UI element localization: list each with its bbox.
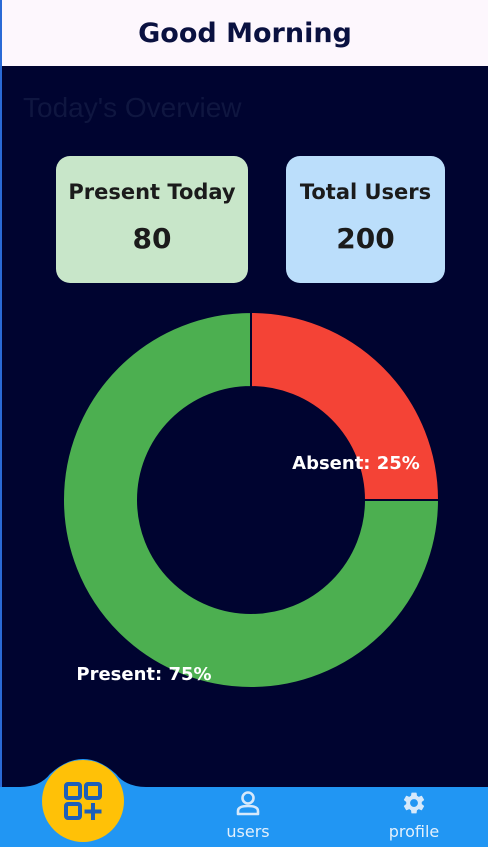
nav-item-profile[interactable]: profile — [383, 790, 445, 841]
page-title: Good Morning — [138, 17, 352, 49]
gear-icon — [403, 792, 425, 814]
present-today-card: Present Today 80 — [56, 156, 248, 283]
overview-heading: Today's Overview — [23, 92, 242, 123]
donut-slice-absent — [250, 310, 441, 501]
qr-add-icon — [64, 782, 102, 820]
total-users-card: Total Users 200 — [286, 156, 445, 283]
total-users-value: 200 — [336, 222, 395, 255]
total-users-label: Total Users — [299, 180, 432, 204]
donut-label-present: Present: 75% — [76, 664, 211, 685]
present-today-label: Present Today — [68, 180, 236, 204]
present-today-value: 80 — [132, 222, 172, 255]
user-icon — [236, 791, 260, 816]
nav-label-profile: profile — [388, 822, 440, 841]
app-bar: Good Morning — [0, 0, 488, 66]
donut-svg: Absent: 25% Present: 75% — [62, 310, 441, 689]
nav-label-users: users — [226, 822, 270, 841]
nav-item-users[interactable]: users — [218, 790, 278, 841]
donut-slice-present — [62, 310, 441, 689]
main-content: Today's Overview Present Today 80 Total … — [0, 66, 488, 787]
donut-label-absent: Absent: 25% — [292, 453, 420, 474]
attendance-donut-chart: Absent: 25% Present: 75% — [2, 306, 488, 696]
scan-fab-button[interactable] — [42, 760, 124, 842]
